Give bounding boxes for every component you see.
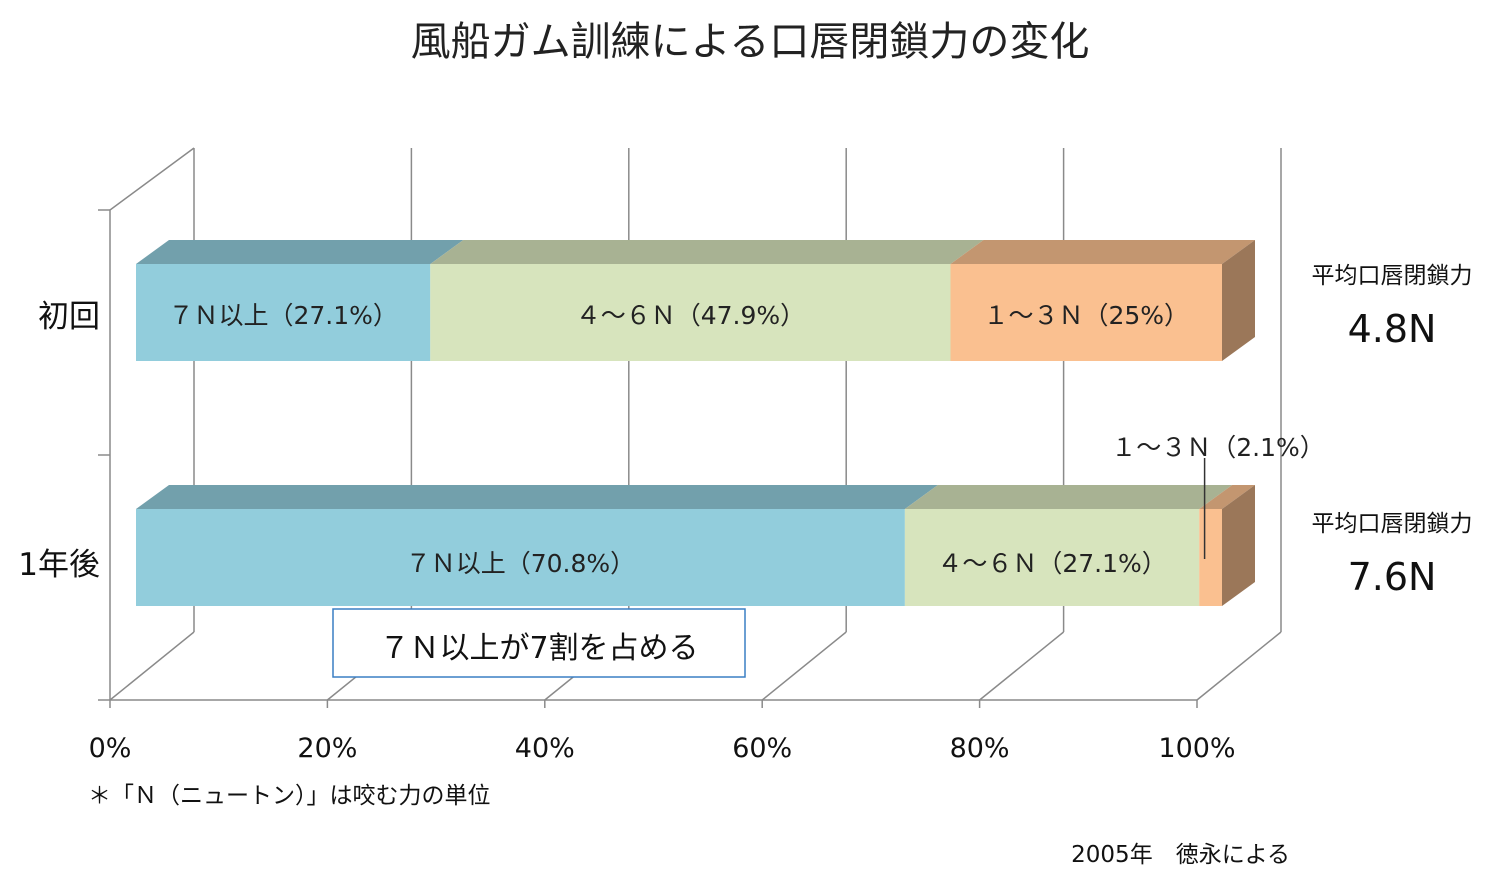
bars <box>136 240 1255 606</box>
bar-top <box>904 485 1233 509</box>
data-label: ７Ｎ以上（27.1%） <box>168 301 397 330</box>
x-tick-label: 100% <box>1158 733 1235 764</box>
labels: 0% 20% 40% 60% 80% 100% ７Ｎ以上（27.1%） ４～６Ｎ（47.9%）… <box>18 263 1472 868</box>
bar-front <box>136 264 431 361</box>
left-wall <box>109 147 195 700</box>
gridline-floor <box>1196 631 1282 701</box>
average-caption: 平均口唇閉鎖力 <box>1312 511 1473 537</box>
gridline-floor <box>979 631 1065 701</box>
category-label: 初回 <box>38 299 100 335</box>
x-tick-label: 60% <box>732 733 792 764</box>
x-tick-label: 40% <box>515 733 575 764</box>
bar-top <box>430 240 984 264</box>
bar-segment <box>430 240 984 361</box>
x-tick-label: 0% <box>89 733 132 764</box>
bar-front <box>904 509 1200 606</box>
bar-segment <box>136 240 464 361</box>
bar-segment <box>950 240 1255 361</box>
average-value: 7.6N <box>1348 555 1437 599</box>
bar-segment <box>904 485 1233 606</box>
data-label: ４～６Ｎ（27.1%） <box>937 549 1166 578</box>
bar-top <box>136 485 938 509</box>
bar-side <box>1222 485 1255 606</box>
data-label: ４～６Ｎ（47.9%） <box>576 301 805 330</box>
x-tick-label: 80% <box>950 733 1010 764</box>
callout-text: ７Ｎ以上が7割を占める <box>379 631 698 666</box>
bar-side <box>1222 240 1255 361</box>
bar-front <box>950 264 1222 361</box>
chart-title: 風船ガム訓練による口唇閉鎖力の変化 <box>411 19 1090 65</box>
gridline-floor <box>761 631 847 701</box>
average-value: 4.8N <box>1348 307 1437 351</box>
footnote: ＊「Ｎ（ニュートン）」は咬む力の単位 <box>88 783 491 809</box>
x-tick-label: 20% <box>297 733 357 764</box>
bar-front <box>136 509 905 606</box>
data-label: ７Ｎ以上（70.8%） <box>406 549 635 578</box>
bar-segment <box>1199 485 1255 606</box>
data-label: １～３Ｎ（25%） <box>983 301 1189 330</box>
bar-top <box>950 240 1255 264</box>
callout-box <box>332 608 746 678</box>
bar-front <box>430 264 951 361</box>
gridline-floor <box>109 631 195 701</box>
bar-segment <box>136 485 938 606</box>
category-label: 1年後 <box>18 547 100 583</box>
bar-top <box>1199 485 1255 509</box>
bar-front <box>1199 509 1222 606</box>
bar-top <box>136 240 464 264</box>
source-note: 2005年 徳永による <box>1071 842 1290 868</box>
data-label: １～３Ｎ（2.1%） <box>1111 433 1325 462</box>
average-caption: 平均口唇閉鎖力 <box>1312 263 1473 289</box>
